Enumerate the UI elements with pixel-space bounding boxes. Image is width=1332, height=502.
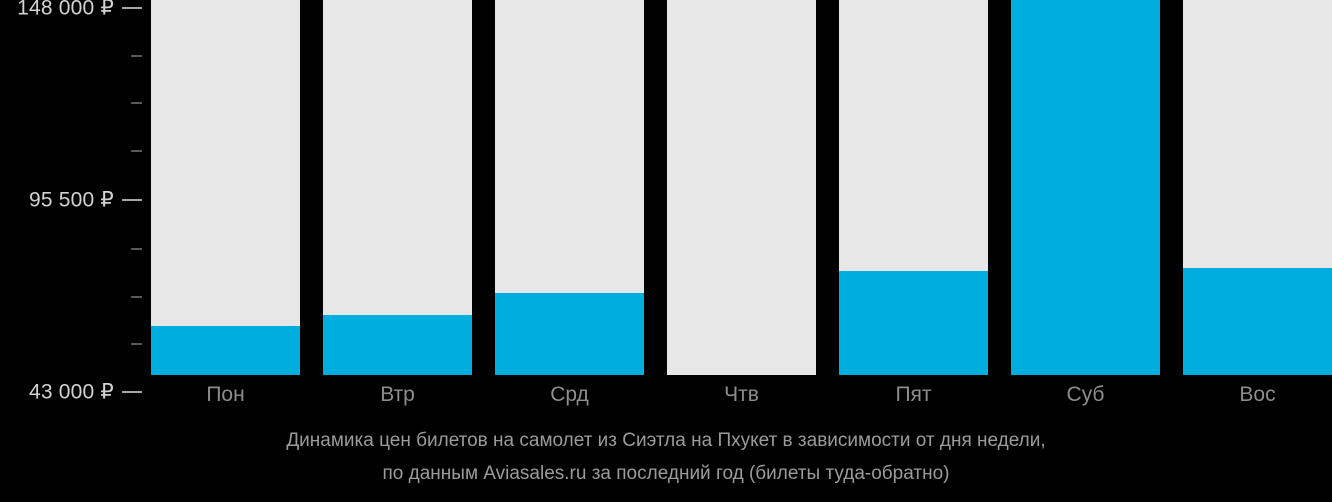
bar-background [323, 0, 472, 375]
x-axis-label-суб: Суб [1066, 383, 1105, 406]
caption-line-2: по данным Aviasales.ru за последний год … [382, 463, 950, 484]
bar-background [667, 0, 816, 375]
y-tick-4 [122, 199, 142, 201]
bar-group-5[interactable] [1011, 0, 1160, 375]
bar-group-4[interactable] [839, 0, 988, 375]
x-axis-label-втр: Втр [380, 383, 415, 406]
y-axis: 148 000 ₽ 95 500 ₽ 43 000 ₽ [0, 0, 150, 404]
y-axis-label-43000: 43 000 ₽ [28, 380, 114, 404]
y-tick-2 [131, 102, 142, 105]
x-axis-label-срд: Срд [550, 383, 589, 406]
x-axis-label-чтв: Чтв [724, 383, 759, 406]
bar-value-пят[interactable] [839, 271, 988, 375]
y-tick-5 [131, 248, 142, 251]
plot-area [151, 0, 1332, 375]
bar-value-суб[interactable] [1011, 0, 1160, 375]
bar-group-2[interactable] [495, 0, 644, 375]
bar-group-3[interactable] [667, 0, 816, 375]
bar-value-пон[interactable] [151, 326, 300, 375]
x-axis-label-пят: Пят [895, 383, 932, 406]
caption-line-1: Динамика цен билетов на самолет из Сиэтл… [286, 430, 1046, 451]
y-axis-label-95500: 95 500 ₽ [28, 188, 114, 212]
bar-value-срд[interactable] [495, 293, 644, 375]
y-tick-3 [131, 149, 142, 152]
bar-group-1[interactable] [323, 0, 472, 375]
y-tick-7 [131, 343, 142, 346]
bar-group-6[interactable] [1183, 0, 1332, 375]
chart-caption: Динамика цен билетов на самолет из Сиэтл… [0, 424, 1332, 490]
y-tick-6 [131, 295, 142, 298]
x-axis-label-пон: Пон [206, 383, 245, 406]
bar-value-втр[interactable] [323, 315, 472, 375]
x-axis-label-вос: Вос [1239, 383, 1276, 406]
bar-background [151, 0, 300, 375]
bar-value-вос[interactable] [1183, 267, 1332, 375]
bar-group-0[interactable] [151, 0, 300, 375]
y-axis-label-148000: 148 000 ₽ [17, 0, 114, 20]
x-axis: Пон Втр Срд Чтв Пят Суб Вос [0, 375, 1332, 420]
y-tick-0 [122, 7, 142, 9]
y-tick-8 [122, 391, 142, 393]
y-tick-1 [131, 54, 142, 57]
